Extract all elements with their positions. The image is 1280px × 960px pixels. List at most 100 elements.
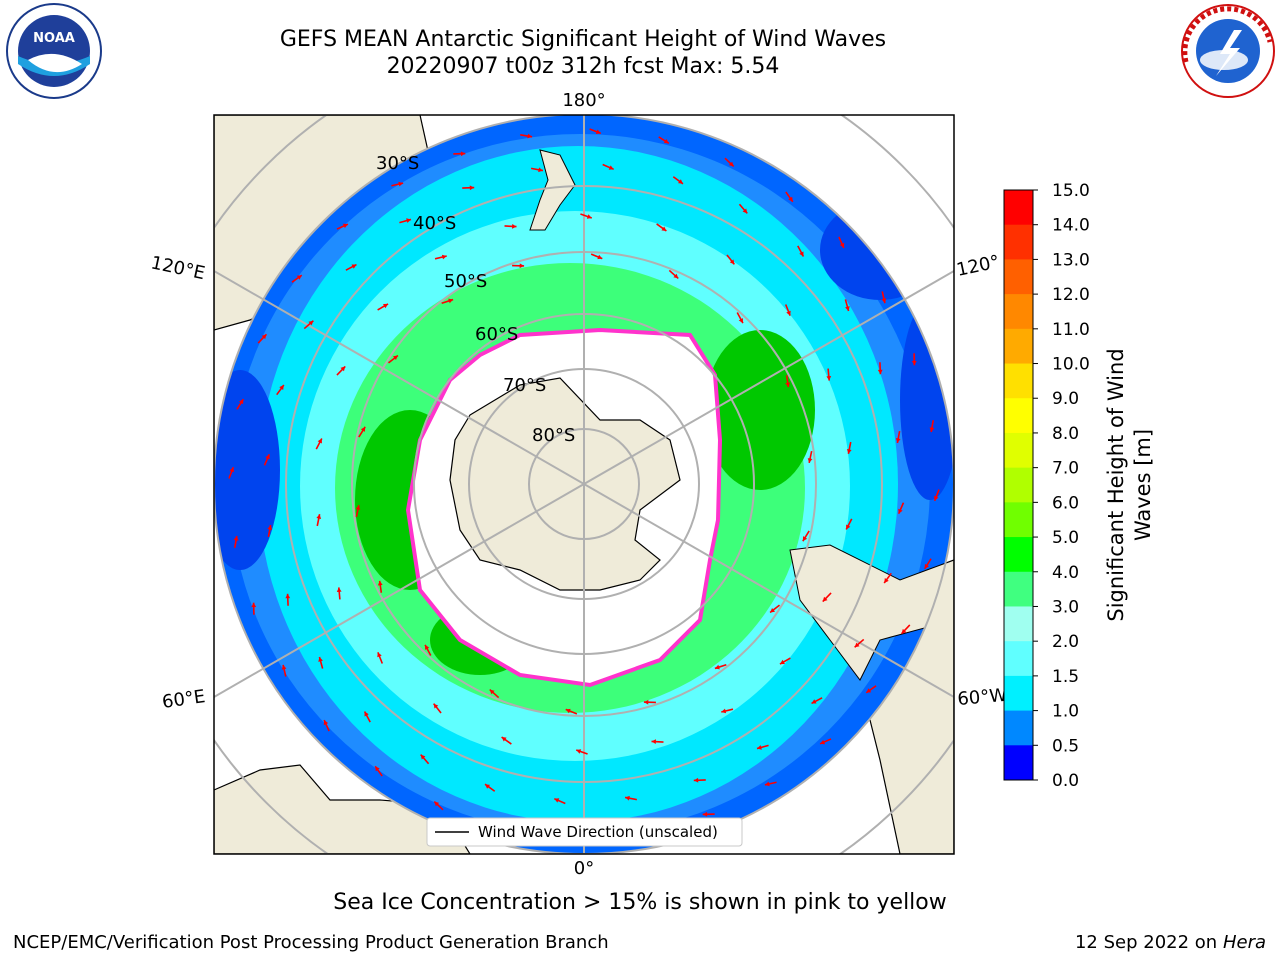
wind-arrow-head: [281, 664, 287, 670]
wind-arrow-head: [884, 578, 889, 583]
wind-arrow-head: [678, 179, 683, 184]
lat-label-80: 80°S: [532, 425, 575, 446]
wind-arrow-head: [318, 656, 323, 662]
land-africa: [214, 764, 471, 854]
colorbar-tick-label: 5.0: [1052, 528, 1079, 548]
wind-arrow-head: [377, 652, 382, 658]
wind-arrow-head: [756, 745, 762, 750]
colorbar-tick-label: 1.5: [1052, 667, 1079, 687]
wind-arrow-head: [512, 223, 517, 229]
wind-arrow-head: [866, 688, 872, 693]
legend-label: Wind Wave Direction (unscaled): [478, 823, 718, 841]
wind-arrow-head: [336, 587, 342, 593]
colorbar-swatch: [1004, 432, 1033, 469]
wind-arrow-head: [285, 593, 291, 599]
lat-label-40: 40°S: [413, 213, 456, 234]
wind-arrow-head: [420, 754, 426, 760]
wind-arrow-head: [764, 781, 770, 787]
lat-label-50: 50°S: [444, 271, 487, 292]
wind-arrow-head: [898, 508, 903, 514]
wind-arrow-head: [485, 784, 490, 789]
wind-arrow-head: [597, 254, 603, 260]
wind-arrow-head: [265, 454, 270, 460]
wind-arrow-head: [308, 320, 314, 326]
datestamp-date: 12 Sep 2022 on: [1074, 932, 1218, 953]
colorbar-swatch: [1004, 710, 1033, 746]
wind-arrow-head: [786, 310, 791, 316]
wind-arrow-head: [375, 766, 380, 772]
sea-ice-caption: Sea Ice Concentration > 15% is shown in …: [333, 890, 947, 915]
wind-arrow-head: [663, 138, 669, 144]
wind-arrow-head: [469, 185, 475, 191]
wind-arrow-head: [845, 306, 850, 312]
wind-arrow-head: [434, 801, 440, 807]
wind-arrow-head: [323, 720, 329, 726]
svg-text:NOAA: NOAA: [33, 31, 75, 46]
colorbar-tick-label: 2.0: [1052, 632, 1079, 652]
wind-arrow-head: [267, 525, 273, 530]
wind-arrow-head: [651, 739, 656, 745]
colorbar-swatch: [1004, 606, 1033, 642]
wind-arrow-head: [360, 426, 366, 432]
colorbar-tick-label: 4.0: [1052, 563, 1079, 583]
colorbar-tick-label: 9.0: [1052, 389, 1079, 409]
wind-arrow-head: [377, 580, 383, 586]
wind-arrow-head: [770, 607, 776, 613]
wind-arrow-head: [714, 664, 720, 670]
ocean-band-5b: [705, 330, 815, 490]
wind-arrow-head: [924, 563, 930, 569]
wind-arrow-head: [460, 151, 466, 157]
colorbar-tick-label: 10.0: [1052, 355, 1090, 375]
wind-arrow-head: [406, 218, 412, 223]
nws-logo-icon: [1181, 4, 1275, 98]
colorbar-tick-label: 11.0: [1052, 320, 1090, 340]
colorbar-swatch: [1004, 328, 1033, 365]
colorbar-swatch: [1004, 502, 1033, 538]
wind-arrow-head: [729, 259, 735, 265]
wind-arrows: [228, 128, 940, 840]
direction-legend: Wind Wave Direction (unscaled): [426, 817, 743, 847]
lon-label-lower-left: 60°E: [161, 686, 207, 713]
wind-arrow-head: [296, 275, 302, 280]
wind-arrow-head: [425, 644, 430, 650]
colorbar: 15.0 14.0 13.0 12.0 11.0 10.0 9.0 8.0 7.0 6.0 5.0 4…: [1003, 181, 1090, 791]
wind-arrow-head: [527, 133, 533, 139]
colorbar-swatch: [1004, 537, 1033, 573]
lat-label-70: 70°S: [503, 375, 546, 396]
wind-arrow-head: [802, 536, 808, 542]
colorbar-swatch: [1004, 224, 1033, 260]
wind-arrow-head: [933, 495, 939, 501]
colorbar-tick-label: 14.0: [1052, 216, 1090, 236]
colorbar-tick-label: 15.0: [1052, 181, 1090, 201]
wind-arrow-head: [820, 739, 826, 745]
wind-arrow-head: [519, 263, 525, 269]
colorbar-tick-label: 3.0: [1052, 597, 1079, 617]
wind-arrow-head: [702, 811, 708, 817]
wind-arrow-head: [788, 196, 793, 202]
wind-arrow-head: [877, 369, 883, 375]
wind-arrow-head: [554, 798, 560, 803]
wind-arrow-head: [625, 795, 630, 801]
wind-arrow-head: [807, 458, 813, 463]
wind-arrow-head: [229, 467, 235, 473]
wind-arrow-head: [576, 749, 582, 754]
colorbar-tick-label: 12.0: [1052, 285, 1090, 305]
wind-arrow-head: [608, 165, 614, 170]
wind-arrow-head: [565, 708, 571, 714]
colorbar-tick-label: 0.5: [1052, 736, 1079, 756]
colorbar-swatch: [1004, 675, 1033, 712]
map-area: Wind Wave Direction (unscaled): [214, 115, 954, 854]
wind-arrow-head: [785, 382, 791, 388]
wind-arrow-head: [846, 524, 851, 530]
wind-arrow-head: [398, 181, 404, 187]
colorbar-swatch: [1004, 398, 1033, 434]
wind-arrow-head: [728, 161, 734, 167]
map-title: GEFS MEAN Antarctic Significant Height o…: [279, 27, 887, 52]
map-subtitle: 20220907 t00z 312h fcst Max: 5.54: [386, 54, 780, 79]
colorbar-tick-label: 0.0: [1052, 771, 1079, 791]
wind-arrow-head: [317, 438, 322, 444]
wind-arrow-head: [693, 777, 699, 783]
wind-arrow-head: [538, 167, 543, 173]
wind-arrow-head: [846, 449, 852, 454]
